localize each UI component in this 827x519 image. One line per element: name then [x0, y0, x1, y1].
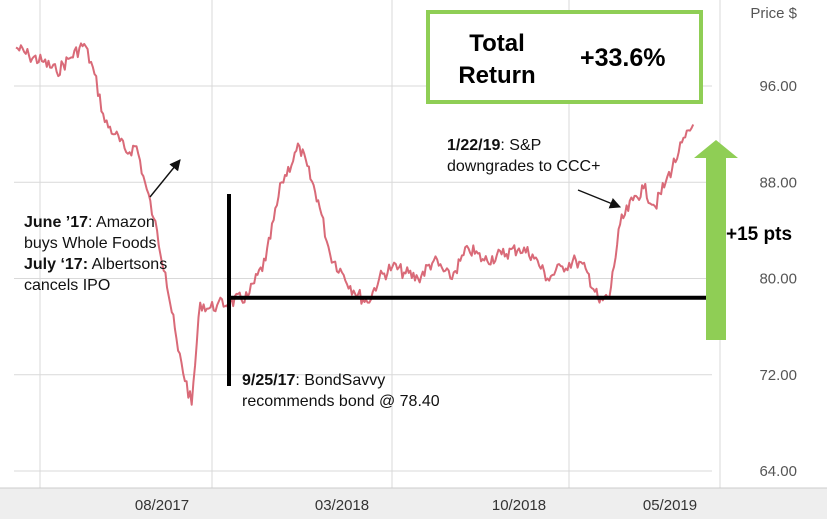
- annotation-june-text-2: buys Whole Foods: [24, 235, 157, 252]
- annotation-july-text: Albertsons: [88, 256, 168, 273]
- annotation-june: June ’17: Amazon buys Whole Foods July ‘…: [24, 212, 167, 296]
- annotation-jan-date: 1/22/19: [447, 137, 501, 154]
- y-axis-unit: Price $: [750, 5, 797, 22]
- jan-arrow: [577, 189, 622, 209]
- annotation-sep: 9/25/17: BondSavvy recommends bond @ 78.…: [242, 370, 440, 412]
- annotation-june-text: : Amazon: [88, 214, 155, 231]
- y-tick-label: 88.00: [759, 174, 797, 191]
- total-return-label: Total Return: [458, 30, 536, 89]
- y-tick-label: 96.00: [759, 78, 797, 95]
- total-return-box: Total Return +33.6%: [426, 10, 703, 104]
- total-return-value: +33.6%: [580, 44, 666, 72]
- annotation-sep-date: 9/25/17: [242, 372, 296, 389]
- annotation-july-text-2: cancels IPO: [24, 277, 111, 294]
- annotation-jan-text: : S&P: [500, 137, 542, 154]
- gain-label: +15 pts: [726, 224, 793, 245]
- x-tick-label: 05/2019: [643, 497, 697, 514]
- y-tick-label: 72.00: [759, 367, 797, 384]
- annotation-sep-text: : BondSavvy: [295, 372, 386, 389]
- x-axis-band: [0, 487, 827, 519]
- axis-ticks: 96.00 88.00 80.00 72.00 64.00 08/2017 03/2018 1…: [135, 78, 797, 514]
- annotation-july-date: July ‘17:: [24, 256, 89, 273]
- annotation-june-date: June ’17: [24, 214, 89, 231]
- gain-arrow: [694, 140, 738, 340]
- x-tick-label: 03/2018: [315, 497, 369, 514]
- x-tick-label: 10/2018: [492, 497, 546, 514]
- price-series-line: [15, 42, 695, 406]
- y-tick-label: 80.00: [759, 271, 797, 288]
- annotation-sep-text-2: recommends bond @ 78.40: [242, 393, 440, 410]
- y-tick-label: 64.00: [759, 463, 797, 480]
- annotation-jan: 1/22/19: S&P downgrades to CCC+: [447, 135, 600, 177]
- annotation-jan-text-2: downgrades to CCC+: [447, 158, 601, 175]
- june-arrow: [149, 159, 181, 198]
- x-tick-label: 08/2017: [135, 497, 189, 514]
